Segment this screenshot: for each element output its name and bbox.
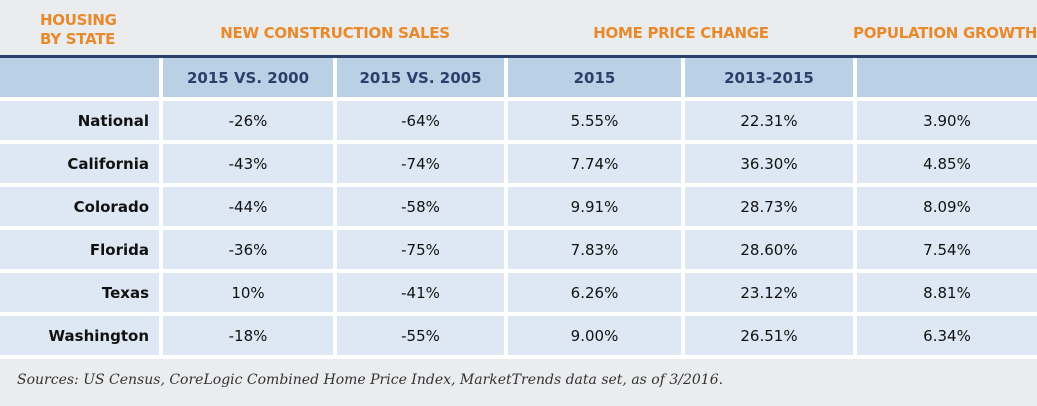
- table-cell: -55%: [333, 314, 506, 359]
- column-header: 2015: [504, 58, 683, 101]
- source-footnote: Sources: US Census, CoreLogic Combined H…: [17, 372, 724, 388]
- table-cell: 7.54%: [853, 228, 1037, 273]
- table-cell: 7.74%: [504, 142, 683, 187]
- table-cell: 10%: [159, 271, 335, 316]
- table-cell: 6.34%: [853, 314, 1037, 359]
- row-label: Washington: [0, 314, 161, 359]
- group-header-population-growth: POPULATION GROWTH: [853, 24, 1037, 42]
- table-cell: -74%: [333, 142, 506, 187]
- housing-table: 2015 VS. 2000 2015 VS. 2005 2015 2013-2015 …: [0, 58, 1037, 359]
- group-header-line: HOUSING: [40, 11, 117, 29]
- table-cell: 9.00%: [504, 314, 683, 359]
- table-cell: 23.12%: [681, 271, 855, 316]
- group-header-home-price-change: HOME PRICE CHANGE: [593, 24, 769, 42]
- table-cell: 26.51%: [681, 314, 855, 359]
- table-cell: 7.83%: [504, 228, 683, 273]
- table-cell: 5.55%: [504, 99, 683, 144]
- table-cell: -44%: [159, 185, 335, 230]
- table-row: Florida -36% -75% 7.83% 28.60% 7.54%: [0, 228, 1037, 273]
- table-cell: 22.31%: [681, 99, 855, 144]
- column-header: [853, 58, 1037, 101]
- header-divider: [0, 55, 1037, 58]
- column-header: 2015 VS. 2000: [159, 58, 335, 101]
- group-header-new-construction-sales: NEW CONSTRUCTION SALES: [220, 24, 450, 42]
- table-cell: -26%: [159, 99, 335, 144]
- table-row: National -26% -64% 5.55% 22.31% 3.90%: [0, 99, 1037, 144]
- table-row: Colorado -44% -58% 9.91% 28.73% 8.09%: [0, 185, 1037, 230]
- table-cell: 6.26%: [504, 271, 683, 316]
- column-header: [0, 58, 161, 101]
- table-cell: 28.73%: [681, 185, 855, 230]
- table-cell: 8.81%: [853, 271, 1037, 316]
- table-row: Texas 10% -41% 6.26% 23.12% 8.81%: [0, 271, 1037, 316]
- table-cell: -75%: [333, 228, 506, 273]
- table-row: Washington -18% -55% 9.00% 26.51% 6.34%: [0, 314, 1037, 359]
- table-cell: -18%: [159, 314, 335, 359]
- table-cell: -64%: [333, 99, 506, 144]
- group-header-line: BY STATE: [40, 30, 116, 48]
- table-cell: 4.85%: [853, 142, 1037, 187]
- table-row: California -43% -74% 7.74% 36.30% 4.85%: [0, 142, 1037, 187]
- row-label: National: [0, 99, 161, 144]
- table-cell: 3.90%: [853, 99, 1037, 144]
- table-cell: -43%: [159, 142, 335, 187]
- row-label: Texas: [0, 271, 161, 316]
- row-label: Colorado: [0, 185, 161, 230]
- table-cell: -36%: [159, 228, 335, 273]
- column-header: 2013-2015: [681, 58, 855, 101]
- column-header-row: 2015 VS. 2000 2015 VS. 2005 2015 2013-2015: [0, 58, 1037, 101]
- table-cell: -58%: [333, 185, 506, 230]
- row-label: California: [0, 142, 161, 187]
- table-cell: 9.91%: [504, 185, 683, 230]
- column-header: 2015 VS. 2005: [333, 58, 506, 101]
- table-cell: 8.09%: [853, 185, 1037, 230]
- table-cell: -41%: [333, 271, 506, 316]
- row-label: Florida: [0, 228, 161, 273]
- table-cell: 28.60%: [681, 228, 855, 273]
- table-cell: 36.30%: [681, 142, 855, 187]
- group-header-housing-by-state: HOUSING BY STATE: [40, 11, 140, 49]
